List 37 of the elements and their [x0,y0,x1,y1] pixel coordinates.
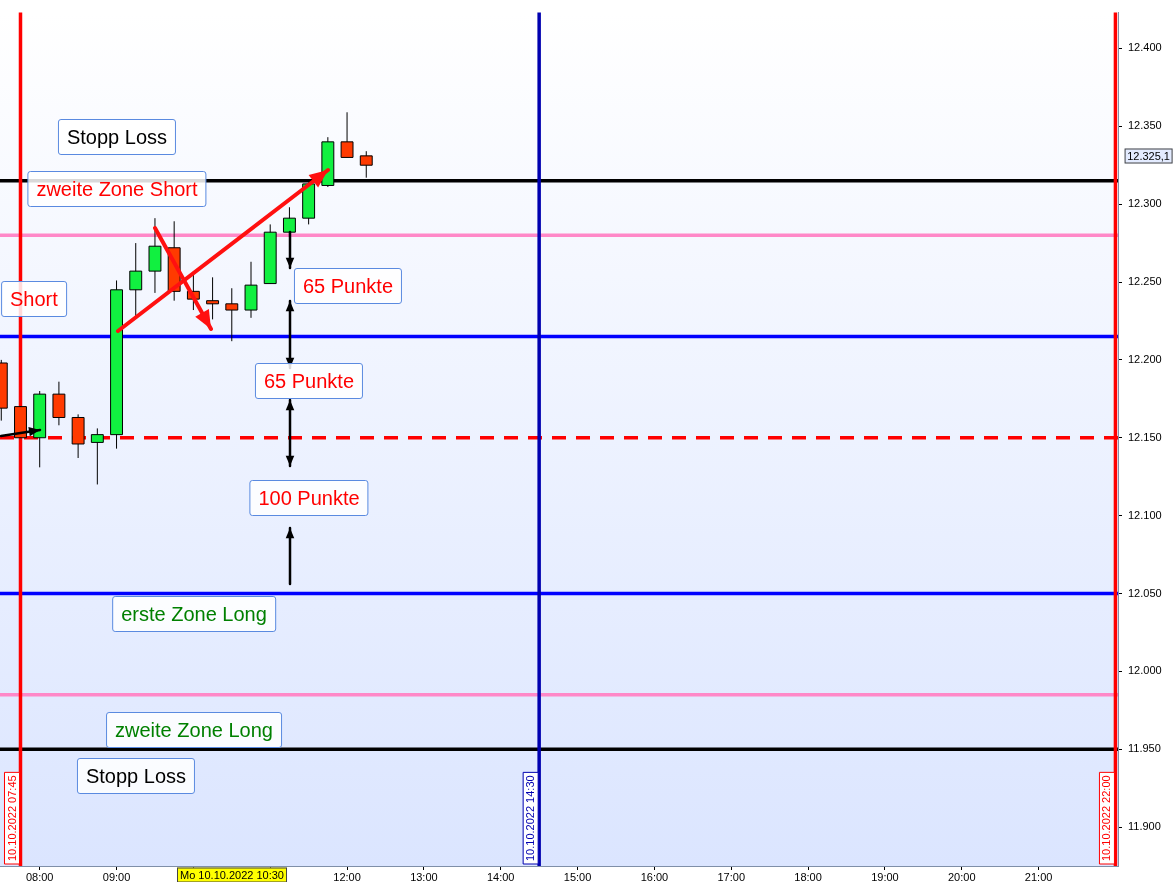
ref-line-label: 10.10.2022 07:45 [5,775,18,861]
annotation: zweite Zone Long [106,712,282,748]
x-tick-label: 19:00 [871,870,899,882]
x-tick-label: 15:00 [563,870,592,882]
y-tick-label: 11.900 [1128,820,1161,833]
annotation: Short [1,281,67,317]
text: 12.325,1 [1124,148,1173,164]
x-tick-label: 18:00 [794,870,822,882]
y-tick-label: 12.200 [1128,352,1162,365]
x-tick-label: 12:00 [333,870,361,882]
text: Mo 10.10.2022 10:30 [177,867,287,882]
ref-line-label: 10.10.2022 14:30 [524,775,537,861]
y-tick-label: 12.050 [1128,586,1162,599]
annotation: Stopp Loss [57,119,177,155]
y-tick-label: 12.400 [1128,41,1162,54]
x-tick-label: 16:00 [640,870,669,882]
annotation: zweite Zone Short [27,171,207,207]
y-tick-label: 12.250 [1128,275,1162,288]
y-tick-label: 12.150 [1128,430,1162,443]
annotation: 100 Punkte [249,480,369,516]
x-tick-label: 09:00 [102,870,131,882]
x-tick-label: 17:00 [717,870,746,882]
y-tick-label: 11.950 [1128,742,1161,755]
x-tick-label: 13:00 [410,870,438,882]
x-tick-label: 21:00 [1024,870,1053,882]
y-tick-label: 12.000 [1128,664,1162,677]
annotation: erste Zone Long [112,596,276,632]
annotation: Stopp Loss [76,758,196,794]
y-tick-label: 12.300 [1128,197,1162,210]
y-tick-label: 12.100 [1128,508,1162,521]
x-tick-label: 08:00 [25,870,54,882]
annotation: 65 Punkte [293,268,403,304]
ref-line-label: 10.10.2022 22:00 [1100,775,1113,861]
y-tick-label: 12.350 [1128,119,1162,132]
x-tick-label: 20:00 [948,870,976,882]
annotation: 65 Punkte [254,363,364,399]
x-tick-label: 14:00 [486,870,515,882]
